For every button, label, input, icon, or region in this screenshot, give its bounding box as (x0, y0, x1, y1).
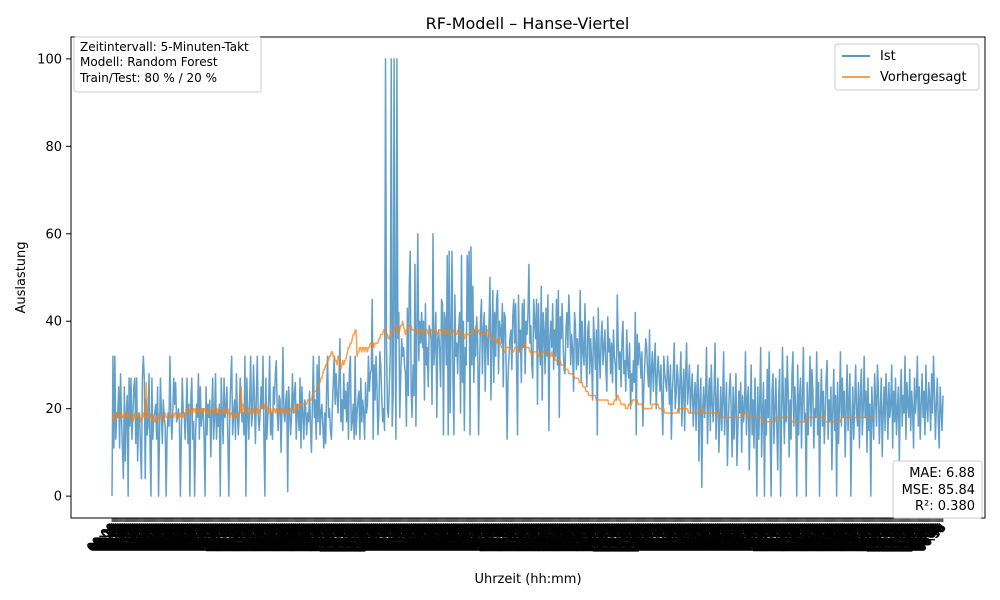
x-axis-title: Uhrzeit (hh:mm) (474, 572, 581, 587)
metric-mae: MAE: 6.88 (909, 466, 975, 481)
metrics-box: MAE: 6.88 MSE: 85.84 R²: 0.380 (892, 460, 983, 519)
info-line-interval: Zeitintervall: 5-Minuten-Takt (80, 40, 249, 54)
plot-area (111, 58, 944, 497)
info-line-split: Train/Test: 80 % / 20 % (79, 71, 217, 85)
legend-label-ist: Ist (880, 49, 896, 64)
y-tick-label: 40 (45, 315, 62, 330)
y-tick-label: 100 (37, 52, 62, 67)
y-tick-label: 80 (45, 140, 62, 155)
metric-r2: R²: 0.380 (915, 499, 975, 514)
metric-mse: MSE: 85.84 (902, 483, 975, 498)
info-box: Zeitintervall: 5-Minuten-Takt Modell: Ra… (73, 36, 262, 93)
legend: Ist Vorhergesagt (834, 43, 980, 91)
series-line-ist (111, 58, 944, 497)
x-axis: 00:0000:0500:1000:1500:2000:2500:3000:35… (84, 518, 949, 555)
y-tick-label: 60 (45, 227, 62, 242)
y-tick-label: 20 (45, 402, 62, 417)
y-axis-title: Auslastung (14, 241, 29, 313)
legend-label-vorhergesagt: Vorhergesagt (880, 70, 967, 85)
info-line-model: Modell: Random Forest (80, 55, 218, 69)
chart-title: RF-Modell – Hanse-Viertel (426, 14, 630, 33)
series-line-vorhergesagt (112, 320, 875, 423)
y-tick-label: 0 (54, 490, 62, 505)
y-axis: 0 20 40 60 80 100 (37, 52, 71, 505)
